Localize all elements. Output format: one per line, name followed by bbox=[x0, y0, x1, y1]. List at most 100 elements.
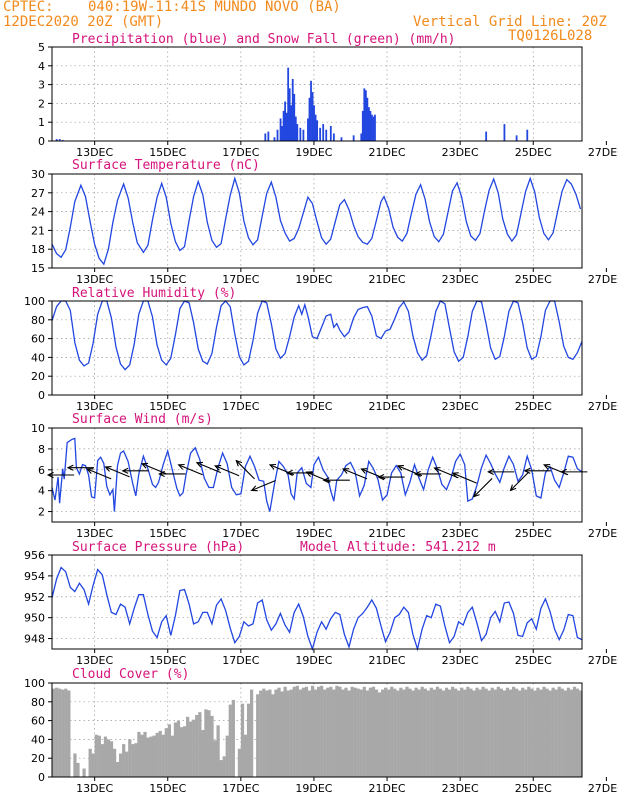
precip-bar bbox=[279, 118, 282, 141]
cloud-bar bbox=[320, 685, 324, 777]
precip-bar bbox=[332, 133, 335, 141]
plot-frame bbox=[51, 300, 583, 396]
cloud-bar bbox=[405, 686, 409, 777]
precip-bar bbox=[294, 116, 297, 141]
series-line bbox=[51, 566, 583, 652]
cloud-bar bbox=[447, 689, 452, 777]
cloud-bar bbox=[112, 748, 117, 777]
x-tick-label: 23DEC bbox=[442, 654, 479, 667]
cloud-bar bbox=[387, 689, 391, 777]
cloud-bar bbox=[128, 739, 132, 777]
cloud-bar bbox=[578, 690, 583, 777]
precip-bar bbox=[367, 107, 370, 141]
y-tick-label: 1 bbox=[38, 116, 45, 129]
series-line bbox=[51, 437, 583, 512]
cloud-bar bbox=[289, 689, 293, 777]
cloud-bar bbox=[408, 688, 412, 777]
cloud-bar bbox=[362, 686, 366, 777]
cloud-bar bbox=[155, 732, 159, 777]
precip-bar bbox=[485, 131, 488, 141]
cloud-bar bbox=[204, 709, 208, 777]
cloud-bar bbox=[207, 710, 211, 777]
precip-bar bbox=[366, 97, 369, 141]
cloud-bar bbox=[332, 689, 336, 777]
cloud-bar bbox=[326, 687, 330, 777]
y-tick-label: 30 bbox=[31, 168, 45, 181]
cloud-bar bbox=[210, 715, 214, 777]
precip-bar bbox=[352, 135, 355, 141]
precip-bar bbox=[372, 116, 375, 141]
cloud-bar bbox=[466, 686, 470, 777]
panel-title: Cloud Cover (%) bbox=[72, 667, 189, 682]
cloud-bar bbox=[508, 689, 513, 777]
wind-arrow bbox=[341, 468, 368, 480]
x-tick-label: 19DEC bbox=[295, 527, 332, 540]
cloud-bar bbox=[575, 688, 580, 777]
cloud-bar bbox=[521, 687, 525, 777]
cloud-bar bbox=[262, 688, 266, 777]
cloud-bar bbox=[438, 688, 443, 777]
cloud-bar bbox=[103, 736, 108, 777]
header-source: CPTEC: bbox=[3, 0, 54, 15]
panel-title: Surface Pressure (hPa) bbox=[72, 540, 244, 555]
cloud-bar bbox=[259, 690, 263, 777]
cloud-bar bbox=[527, 686, 531, 777]
cloud-bar bbox=[545, 688, 549, 777]
cloud-bar bbox=[423, 688, 427, 777]
cloud-bar bbox=[365, 690, 369, 777]
cloud-bar bbox=[201, 730, 205, 777]
wind-arrow bbox=[523, 467, 551, 474]
panel-2: Relative Humidity (%) 0 20 40 60 80 100 13DEC 15… bbox=[24, 286, 618, 413]
x-tick-label: 17DEC bbox=[222, 273, 259, 286]
precip-bar bbox=[281, 125, 283, 141]
y-tick-label: 954 bbox=[24, 570, 45, 583]
cloud-bar bbox=[490, 687, 494, 777]
cloud-bar bbox=[240, 703, 245, 777]
wind-arrow bbox=[86, 468, 112, 480]
y-tick-label: 40 bbox=[31, 351, 45, 364]
y-tick-label: 20 bbox=[31, 370, 45, 383]
cloud-bar bbox=[426, 690, 430, 777]
wind-arrow bbox=[66, 464, 94, 471]
y-tick-label: 60 bbox=[31, 715, 45, 728]
cloud-bar bbox=[67, 690, 71, 777]
precip-bar bbox=[287, 67, 290, 141]
cloud-bar bbox=[493, 689, 497, 777]
panel-subtitle: Model Altitude: 541.212 m bbox=[300, 540, 496, 555]
cloud-bar bbox=[371, 686, 376, 777]
cloud-bar bbox=[271, 694, 275, 777]
cloud-bar bbox=[304, 686, 309, 777]
wind-arrow bbox=[322, 477, 350, 484]
cloud-bar bbox=[393, 688, 397, 777]
cloud-bar bbox=[100, 744, 104, 777]
y-tick-label: 4 bbox=[38, 60, 45, 73]
wind-arrow bbox=[433, 467, 459, 479]
x-tick-label: 17DEC bbox=[222, 654, 259, 667]
cloud-bar bbox=[192, 719, 196, 777]
x-tick-label: 19DEC bbox=[295, 146, 332, 159]
cloud-bar bbox=[61, 689, 65, 777]
cloud-bar bbox=[97, 735, 101, 777]
precip-bar bbox=[316, 120, 318, 141]
cloud-bar bbox=[502, 690, 507, 777]
cloud-bar bbox=[563, 690, 567, 777]
wind-arrow bbox=[377, 473, 405, 481]
cloud-bar bbox=[225, 735, 229, 777]
cloud-bar bbox=[484, 688, 488, 777]
cloud-bar bbox=[268, 689, 272, 777]
x-tick-label: 23DEC bbox=[442, 146, 479, 159]
cloud-bar bbox=[176, 720, 181, 777]
cloud-bar bbox=[301, 687, 306, 777]
cloud-bar bbox=[329, 686, 333, 777]
precip-bar bbox=[273, 137, 276, 141]
cloud-bar bbox=[122, 744, 126, 777]
x-tick-label: 15DEC bbox=[149, 654, 186, 667]
cloud-bar bbox=[265, 690, 269, 777]
cloud-bar bbox=[298, 689, 302, 777]
cloud-bar bbox=[533, 690, 537, 777]
y-tick-label: 100 bbox=[24, 295, 45, 308]
x-tick-label: 25DEC bbox=[515, 782, 552, 795]
